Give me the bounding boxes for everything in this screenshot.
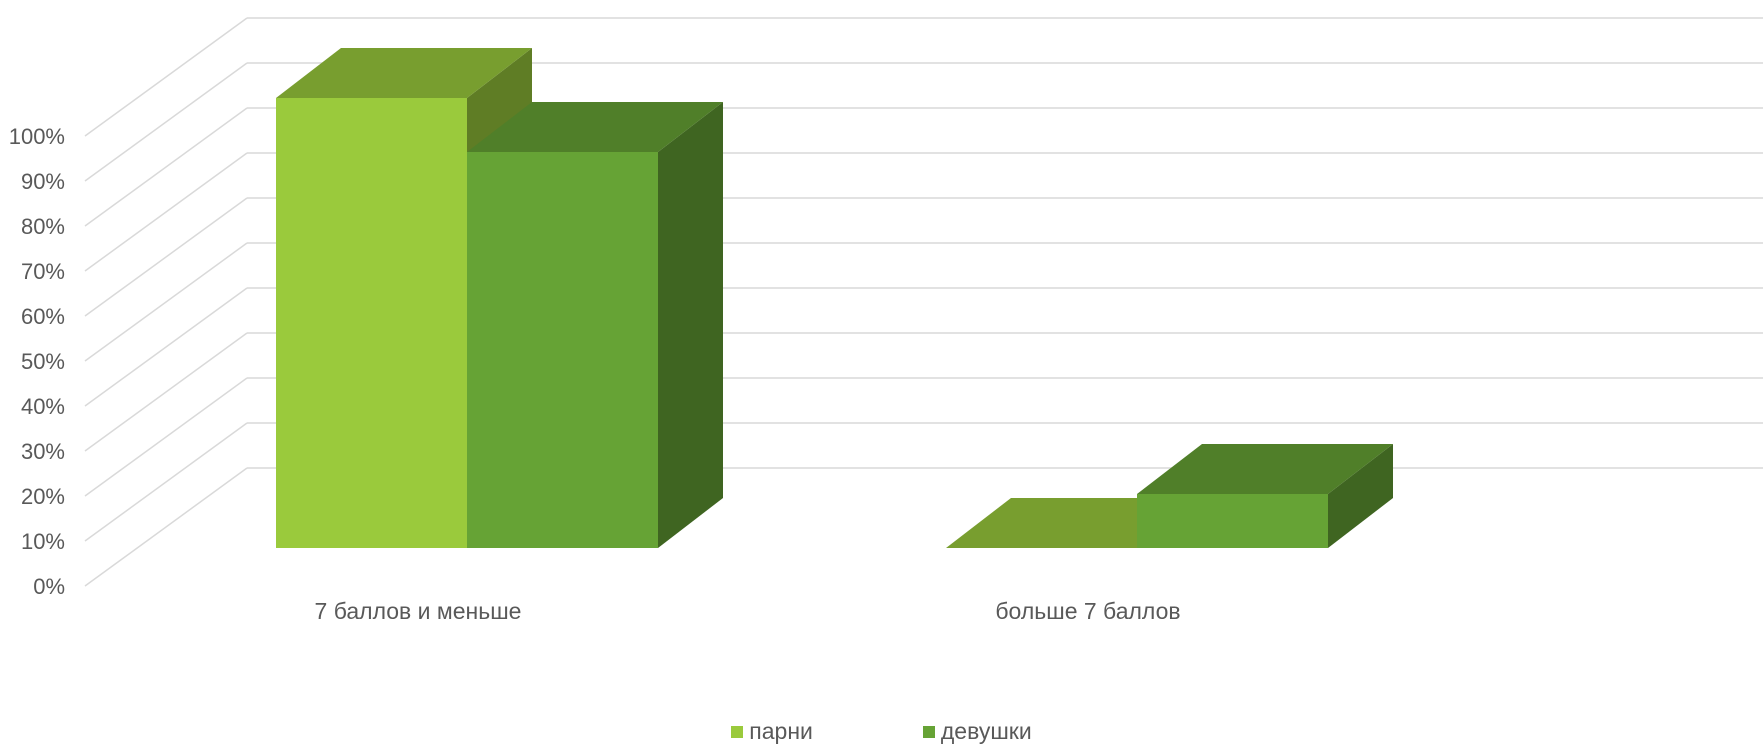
legend-item-parni: парни: [731, 718, 813, 745]
bar-top: [467, 102, 723, 152]
gridline-side: [84, 467, 248, 587]
y-tick-label: 70%: [21, 259, 65, 284]
gridline-side: [84, 377, 248, 497]
gridline-side: [84, 332, 248, 452]
legend-item-devushki: девушки: [922, 718, 1032, 745]
bar: [276, 98, 467, 548]
gridline-side: [84, 62, 248, 182]
gridline-side: [84, 242, 248, 362]
y-tick-label: 80%: [21, 214, 65, 239]
bar: [467, 152, 658, 548]
y-tick-label: 60%: [21, 304, 65, 329]
legend: парни девушки: [0, 718, 1763, 745]
bar-top: [276, 48, 532, 98]
y-tick-label: 30%: [21, 439, 65, 464]
gridline-side: [84, 152, 248, 272]
legend-label-parni: парни: [749, 718, 813, 744]
y-tick-label: 10%: [21, 529, 65, 554]
bar-side: [1328, 444, 1393, 548]
legend-swatch-parni: [731, 725, 744, 738]
gridline-side: [84, 17, 248, 137]
bar-side: [658, 102, 723, 548]
gridline-side: [84, 422, 248, 542]
gridline-side: [84, 107, 248, 227]
y-tick-label: 20%: [21, 484, 65, 509]
bar-top: [1137, 444, 1393, 494]
chart-svg: 0% 10% 20% 30% 40% 50% 60% 70% 80% 90% 100% 7 балло…: [9, 17, 1763, 624]
legend-label-devushki: девушки: [940, 718, 1032, 744]
y-tick-label: 0%: [33, 574, 65, 599]
x-tick-label: больше 7 баллов: [995, 598, 1180, 624]
y-tick-label: 40%: [21, 394, 65, 419]
legend-swatch-devushki: [922, 725, 935, 738]
y-tick-label: 100%: [9, 124, 65, 149]
gridline-side: [84, 197, 248, 317]
gridline-side: [84, 287, 248, 407]
bar: [1137, 494, 1328, 548]
y-tick-label: 50%: [21, 349, 65, 374]
x-tick-label: 7 баллов и меньше: [315, 598, 522, 624]
y-tick-label: 90%: [21, 169, 65, 194]
